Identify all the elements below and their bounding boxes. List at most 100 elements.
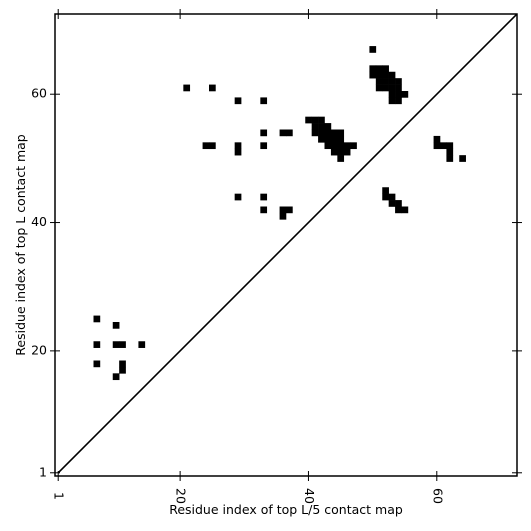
contact-point bbox=[209, 142, 216, 150]
contact-point bbox=[388, 84, 396, 92]
contact-point bbox=[311, 123, 319, 130]
contact-point bbox=[369, 65, 377, 73]
contact-point bbox=[93, 315, 101, 323]
contact-point bbox=[234, 97, 242, 105]
x-tick-label: 60 bbox=[430, 488, 445, 504]
contact-point bbox=[234, 193, 242, 201]
contact-point bbox=[330, 142, 338, 150]
contact-point bbox=[279, 206, 287, 214]
contact-point bbox=[260, 129, 268, 137]
contact-point bbox=[375, 78, 383, 85]
contact-point bbox=[260, 97, 268, 105]
contact-point bbox=[446, 148, 454, 156]
contact-point bbox=[388, 78, 396, 85]
contact-point bbox=[112, 322, 120, 329]
contact-point bbox=[440, 142, 447, 150]
contact-point bbox=[337, 135, 345, 143]
contact-point bbox=[395, 84, 402, 92]
contact-point bbox=[375, 71, 383, 79]
contact-point bbox=[234, 142, 242, 150]
contact-point bbox=[388, 71, 396, 79]
contact-point bbox=[395, 206, 402, 214]
contact-point bbox=[260, 142, 268, 150]
contact-point bbox=[369, 71, 377, 79]
contact-point bbox=[388, 193, 396, 201]
contact-point bbox=[459, 155, 466, 162]
contact-point bbox=[324, 135, 332, 143]
contact-point bbox=[234, 148, 242, 156]
contact-point bbox=[330, 135, 338, 143]
contact-point bbox=[382, 187, 389, 194]
contact-point bbox=[388, 200, 396, 207]
contact-point bbox=[305, 116, 312, 124]
contact-point bbox=[395, 91, 402, 98]
contact-point bbox=[382, 193, 389, 201]
contact-point bbox=[401, 206, 409, 214]
contact-point bbox=[388, 97, 396, 105]
contact-point bbox=[330, 148, 338, 156]
contact-point bbox=[337, 148, 345, 156]
y-tick-label: 20 bbox=[31, 342, 47, 357]
contact-point bbox=[350, 142, 357, 150]
contact-point bbox=[446, 142, 454, 150]
contact-point bbox=[286, 206, 293, 214]
contact-point bbox=[433, 142, 441, 150]
contact-point bbox=[337, 129, 345, 137]
y-axis-label: Residue index of top L contact map bbox=[13, 134, 28, 355]
contact-point bbox=[119, 366, 126, 374]
contact-point bbox=[279, 129, 287, 137]
diagonal-line bbox=[57, 14, 517, 474]
contact-point bbox=[311, 129, 319, 137]
x-tick-label: 1 bbox=[52, 492, 67, 500]
contact-point bbox=[209, 84, 216, 92]
contact-point bbox=[112, 373, 120, 381]
contact-point bbox=[446, 155, 454, 162]
contact-point bbox=[382, 84, 389, 92]
contact-point bbox=[119, 360, 126, 368]
contact-point bbox=[375, 84, 383, 92]
contact-point bbox=[318, 129, 325, 137]
contact-point bbox=[343, 142, 351, 150]
contact-point bbox=[112, 341, 120, 348]
contact-point bbox=[311, 116, 319, 124]
contact-point bbox=[375, 65, 383, 73]
contact-point bbox=[337, 142, 345, 150]
contact-point bbox=[401, 91, 409, 98]
contact-point bbox=[369, 46, 377, 53]
contact-point bbox=[382, 78, 389, 85]
y-tick-label: 1 bbox=[39, 464, 47, 479]
plot-marks bbox=[57, 14, 517, 474]
contact-point bbox=[93, 360, 101, 368]
contact-point bbox=[324, 123, 332, 130]
contact-point bbox=[337, 155, 345, 162]
x-axis-label: Residue index of top L/5 contact map bbox=[169, 502, 403, 517]
contact-point bbox=[388, 91, 396, 98]
contact-point bbox=[286, 129, 293, 137]
contact-point bbox=[330, 129, 338, 137]
contact-point bbox=[119, 341, 126, 348]
contact-point bbox=[260, 193, 268, 201]
contact-point bbox=[343, 148, 351, 156]
contact-point bbox=[260, 206, 268, 214]
contact-point bbox=[318, 123, 325, 130]
contact-point bbox=[324, 129, 332, 137]
contact-point bbox=[93, 341, 101, 348]
plot-frame bbox=[54, 13, 518, 477]
axis-ticks: 1 20 40 60 1 20 40 60 bbox=[31, 9, 522, 504]
contact-point bbox=[382, 65, 389, 73]
contact-point bbox=[279, 212, 287, 220]
contact-point bbox=[138, 341, 146, 348]
contact-point bbox=[382, 71, 389, 79]
contact-point bbox=[324, 142, 332, 150]
x-tick-label: 40 bbox=[302, 488, 317, 504]
contact-point bbox=[318, 135, 325, 143]
contact-point bbox=[395, 78, 402, 85]
y-tick-label: 60 bbox=[31, 86, 47, 101]
contact-point bbox=[183, 84, 191, 92]
contact-point bbox=[318, 116, 325, 124]
contact-point bbox=[395, 200, 402, 207]
y-tick-label: 40 bbox=[31, 214, 47, 229]
contact-point bbox=[202, 142, 210, 150]
contact-point bbox=[395, 97, 402, 105]
